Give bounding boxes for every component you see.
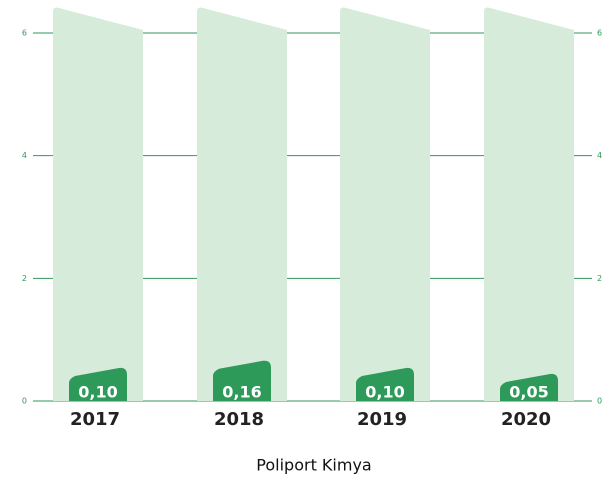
bar [356, 367, 414, 401]
y-tick-label: 2 [22, 274, 27, 283]
background-bar [484, 7, 574, 401]
y-tick-label: 0 [22, 397, 27, 406]
value-label: 0,16 [222, 383, 261, 402]
x-tick-label: 2019 [357, 409, 407, 430]
background-bar [340, 7, 430, 401]
bar [213, 360, 271, 401]
x-tick-label: 2018 [214, 409, 264, 430]
y-tick-label-right: 0 [597, 397, 602, 406]
y-tick-label-right: 4 [597, 151, 602, 160]
background-bar [53, 7, 143, 401]
y-tick-label-right: 6 [597, 29, 602, 38]
value-label: 0,10 [78, 383, 117, 402]
y-tick-label: 6 [22, 29, 27, 38]
bar [500, 373, 558, 401]
x-axis-label: Poliport Kimya [256, 456, 371, 475]
x-tick-label: 2020 [501, 409, 551, 430]
value-label: 0,10 [365, 383, 404, 402]
value-label: 0,05 [509, 383, 548, 402]
bar [69, 367, 127, 401]
y-tick-label: 4 [22, 151, 27, 160]
y-tick-label-right: 2 [597, 274, 602, 283]
x-tick-label: 2017 [70, 409, 120, 430]
background-bar [197, 7, 287, 401]
